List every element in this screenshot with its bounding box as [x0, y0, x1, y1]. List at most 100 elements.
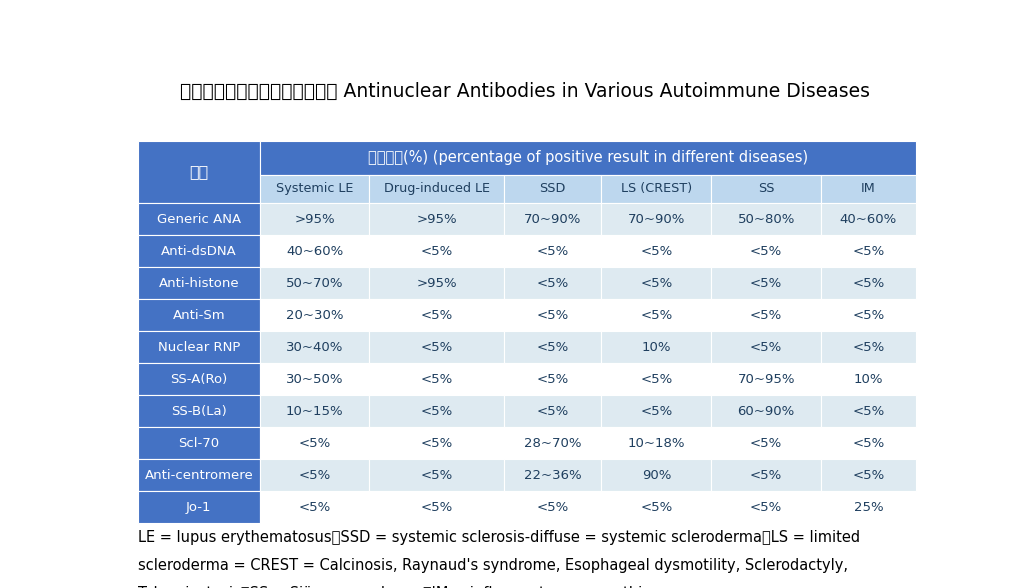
- Text: <5%: <5%: [537, 245, 568, 258]
- Bar: [370, 427, 504, 459]
- Text: IM: IM: [861, 182, 876, 195]
- Bar: [504, 235, 601, 267]
- Bar: [601, 427, 712, 459]
- Bar: [821, 331, 916, 363]
- Bar: [137, 235, 260, 267]
- Text: 50~80%: 50~80%: [737, 213, 795, 226]
- Text: <5%: <5%: [750, 309, 782, 322]
- Text: >95%: >95%: [416, 213, 457, 226]
- Bar: [601, 395, 712, 427]
- Bar: [260, 331, 370, 363]
- Bar: [821, 203, 916, 235]
- Text: Anti-dsDNA: Anti-dsDNA: [161, 245, 237, 258]
- Bar: [712, 331, 821, 363]
- Text: <5%: <5%: [537, 341, 568, 354]
- Text: SS: SS: [758, 182, 774, 195]
- Text: 28~70%: 28~70%: [523, 437, 582, 450]
- Bar: [821, 299, 916, 331]
- Text: <5%: <5%: [421, 501, 453, 514]
- Bar: [601, 267, 712, 299]
- Bar: [137, 203, 260, 235]
- Bar: [712, 175, 821, 203]
- Bar: [821, 492, 916, 523]
- Text: <5%: <5%: [750, 437, 782, 450]
- Text: Scl-70: Scl-70: [178, 437, 219, 450]
- Text: 70~95%: 70~95%: [737, 373, 795, 386]
- Bar: [601, 492, 712, 523]
- Text: <5%: <5%: [640, 373, 673, 386]
- Bar: [712, 459, 821, 492]
- Text: <5%: <5%: [750, 245, 782, 258]
- Bar: [821, 363, 916, 395]
- Text: <5%: <5%: [299, 501, 331, 514]
- Text: <5%: <5%: [852, 245, 885, 258]
- Bar: [260, 141, 916, 175]
- Bar: [712, 395, 821, 427]
- Bar: [821, 235, 916, 267]
- Text: 40~60%: 40~60%: [840, 213, 897, 226]
- Text: <5%: <5%: [299, 437, 331, 450]
- Text: SSD: SSD: [540, 182, 565, 195]
- Bar: [370, 267, 504, 299]
- Text: <5%: <5%: [421, 309, 453, 322]
- Text: <5%: <5%: [421, 373, 453, 386]
- Bar: [821, 427, 916, 459]
- Bar: [712, 203, 821, 235]
- Text: 不同自體免疫疾病中的抗核抗體 Antinuclear Antibodies in Various Autoimmune Diseases: 不同自體免疫疾病中的抗核抗體 Antinuclear Antibodies in…: [180, 82, 869, 101]
- Bar: [821, 459, 916, 492]
- Bar: [370, 299, 504, 331]
- Text: <5%: <5%: [750, 469, 782, 482]
- Bar: [370, 235, 504, 267]
- Bar: [601, 175, 712, 203]
- Bar: [370, 363, 504, 395]
- Bar: [821, 267, 916, 299]
- Text: SS-B(La): SS-B(La): [171, 405, 226, 418]
- Bar: [137, 331, 260, 363]
- Text: 30~40%: 30~40%: [286, 341, 343, 354]
- Bar: [137, 363, 260, 395]
- Bar: [601, 203, 712, 235]
- Bar: [712, 492, 821, 523]
- Bar: [260, 363, 370, 395]
- Text: <5%: <5%: [852, 437, 885, 450]
- Text: scleroderma = CREST = Calcinosis, Raynaud's syndrome, Esophageal dysmotility, Sc: scleroderma = CREST = Calcinosis, Raynau…: [137, 558, 848, 573]
- Text: Anti-centromere: Anti-centromere: [144, 469, 253, 482]
- Text: Jo-1: Jo-1: [186, 501, 212, 514]
- Text: 10%: 10%: [854, 373, 883, 386]
- Text: <5%: <5%: [640, 405, 673, 418]
- Bar: [504, 175, 601, 203]
- Bar: [504, 267, 601, 299]
- Text: Telangiectasis、SS = Sjögren syndrome、IM = inflammatory myopathies: Telangiectasis、SS = Sjögren syndrome、IM …: [137, 586, 658, 588]
- Text: <5%: <5%: [750, 341, 782, 354]
- Bar: [260, 492, 370, 523]
- Text: <5%: <5%: [640, 277, 673, 290]
- Text: SS-A(Ro): SS-A(Ro): [170, 373, 227, 386]
- Bar: [137, 459, 260, 492]
- Text: <5%: <5%: [537, 277, 568, 290]
- Text: >95%: >95%: [416, 277, 457, 290]
- Text: <5%: <5%: [537, 501, 568, 514]
- Bar: [601, 363, 712, 395]
- Bar: [504, 395, 601, 427]
- Bar: [712, 363, 821, 395]
- Text: <5%: <5%: [537, 309, 568, 322]
- Text: 30~50%: 30~50%: [286, 373, 343, 386]
- Text: <5%: <5%: [640, 309, 673, 322]
- Bar: [260, 235, 370, 267]
- Bar: [504, 427, 601, 459]
- Text: 陽性比率(%) (percentage of positive result in different diseases): 陽性比率(%) (percentage of positive result i…: [368, 150, 808, 165]
- Text: 20~30%: 20~30%: [286, 309, 343, 322]
- Text: Systemic LE: Systemic LE: [276, 182, 353, 195]
- Text: 25%: 25%: [854, 501, 884, 514]
- Text: 50~70%: 50~70%: [286, 277, 343, 290]
- Bar: [137, 267, 260, 299]
- Text: Nuclear RNP: Nuclear RNP: [158, 341, 240, 354]
- Text: Anti-histone: Anti-histone: [159, 277, 240, 290]
- Text: <5%: <5%: [852, 405, 885, 418]
- Text: <5%: <5%: [640, 501, 673, 514]
- Bar: [601, 459, 712, 492]
- Text: <5%: <5%: [750, 277, 782, 290]
- Bar: [712, 299, 821, 331]
- Bar: [137, 492, 260, 523]
- Bar: [137, 299, 260, 331]
